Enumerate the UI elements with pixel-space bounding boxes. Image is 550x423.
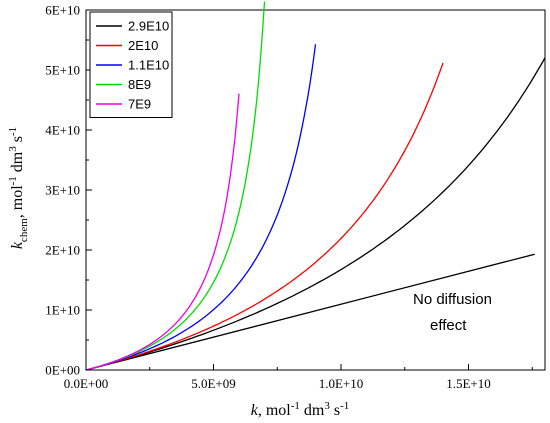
- x-tick-label: 5.0E+09: [191, 376, 236, 391]
- y-axis-title-sub: chem: [18, 218, 30, 242]
- series-line-4: [85, 93, 240, 371]
- y-axis-title: kchem, mol-1 dm3 s-1: [7, 127, 30, 249]
- y-tick-label: 6E+10: [45, 3, 80, 18]
- x-axis-title: k, mol-1 dm3 s-1: [251, 400, 350, 419]
- y-axis-title-k: k: [9, 241, 26, 249]
- y-tick-label: 5E+10: [45, 63, 80, 78]
- y-tick-label: 2E+10: [45, 243, 80, 258]
- legend-label: 2E10: [128, 38, 158, 53]
- y-tick-label: 0E+00: [45, 363, 80, 378]
- y-axis-title-part: , mol: [9, 185, 26, 218]
- series-line-0: [85, 57, 546, 371]
- legend-label: 7E9: [128, 97, 151, 112]
- x-axis-title-part: dm: [300, 402, 325, 419]
- series-line-no-diffusion: [85, 253, 535, 371]
- y-axis-title-part: dm: [9, 151, 26, 176]
- series-group: [85, 1, 546, 371]
- ticks-group: 0.0E+00 5.0E+09 1.0E+10 1.5E+10 0E+00 1E+10 2E…: [45, 3, 533, 391]
- x-axis-title-sup: -1: [340, 400, 349, 412]
- legend-label: 2.9E10: [128, 19, 169, 34]
- y-tick-label: 4E+10: [45, 123, 80, 138]
- y-tick-label: 1E+10: [45, 303, 80, 318]
- legend-label: 1.1E10: [128, 58, 169, 73]
- x-tick-label: 1.0E+10: [319, 376, 364, 391]
- y-axis-title-sup: -1: [7, 176, 19, 185]
- x-axis-title-k: k: [251, 402, 259, 419]
- x-tick-label: 1.5E+10: [446, 376, 491, 391]
- legend: 2.9E10 2E10 1.1E10 8E9 7E9: [89, 11, 173, 118]
- x-tick-label: 0.0E+00: [64, 376, 109, 391]
- y-tick-label: 3E+10: [45, 183, 80, 198]
- x-axis-title-part: , mol: [258, 402, 291, 419]
- annotation-line-1: No diffusion: [413, 291, 492, 308]
- x-axis-title-sup: -1: [291, 400, 300, 412]
- series-line-2: [85, 44, 317, 371]
- y-axis-title-sup: 3: [7, 146, 19, 152]
- x-axis-title-part: s: [330, 402, 340, 419]
- y-axis-title-sup: -1: [7, 127, 19, 136]
- y-axis-title-part: s: [9, 136, 26, 146]
- x-axis-title-sup: 3: [324, 400, 330, 412]
- series-line-1: [85, 62, 444, 371]
- annotation-line-2: effect: [430, 317, 467, 334]
- legend-label: 8E9: [128, 77, 151, 92]
